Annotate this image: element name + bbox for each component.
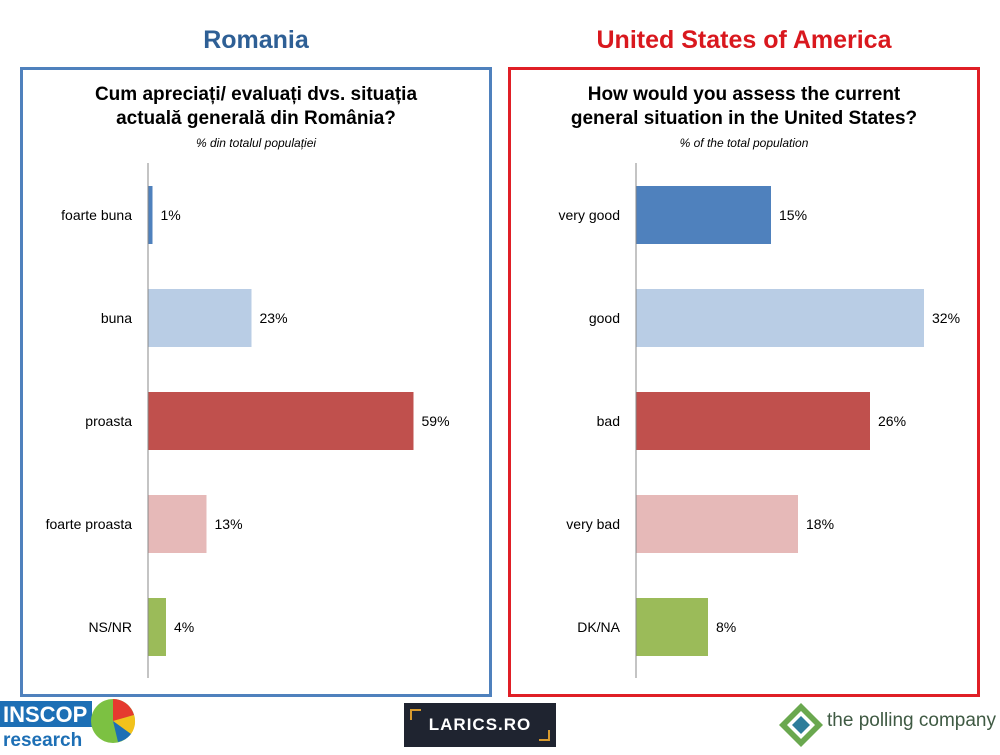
inscop-logo-graphic: INSCOP research — [0, 699, 135, 751]
romania-chart-title-line2: actuală generală din România? — [116, 108, 396, 129]
romania-chart-title: Cum apreciați/ evaluați dvs. situația ac… — [23, 83, 489, 131]
usa-heading: United States of America — [596, 26, 892, 54]
romania-bar — [148, 289, 252, 347]
usa-bar — [636, 495, 798, 553]
romania-bar — [148, 392, 414, 450]
romania-bar-chart: foarte buna 1% buna 23% proasta 59% foarte pro… — [46, 163, 450, 678]
usa-category-label: bad — [597, 413, 620, 429]
usa-value-label: 8% — [716, 619, 736, 635]
usa-bar — [636, 289, 924, 347]
usa-chart-title: How would you assess the current general… — [511, 83, 977, 131]
inscop-research-logo: INSCOP research — [0, 697, 145, 751]
larics-logo: LARICS.RO — [404, 703, 556, 747]
polling-diamond-icon — [779, 703, 823, 747]
romania-chart-panel: Cum apreciați/ evaluați dvs. situația ac… — [20, 67, 492, 697]
romania-chart-subtitle: % din totalul populației — [195, 136, 317, 150]
inscop-logo-text: INSCOP — [3, 702, 87, 727]
romania-chart-title-line1: Cum apreciați/ evaluați dvs. situația — [94, 84, 418, 105]
inscop-logo-subtext: research — [3, 730, 82, 750]
romania-heading: Romania — [203, 26, 309, 54]
usa-value-label: 15% — [779, 207, 807, 223]
usa-category-label: DK/NA — [577, 619, 620, 635]
usa-chart-title-line1: How would you assess the current — [587, 84, 901, 105]
romania-value-label: 1% — [161, 207, 181, 223]
romania-value-label: 4% — [174, 619, 194, 635]
romania-bar — [148, 598, 166, 656]
romania-bar — [148, 495, 207, 553]
usa-bar — [636, 186, 771, 244]
romania-category-label: foarte buna — [61, 207, 132, 223]
usa-value-label: 18% — [806, 516, 834, 532]
usa-chart-subtitle: % of the total population — [679, 136, 809, 150]
usa-value-label: 26% — [878, 413, 906, 429]
romania-category-label: foarte proasta — [46, 516, 133, 532]
usa-chart-panel: How would you assess the current general… — [508, 67, 980, 697]
usa-chart-title-line2: general situation in the United States? — [570, 108, 918, 129]
romania-category-label: buna — [101, 310, 132, 326]
romania-value-label: 23% — [260, 310, 288, 326]
usa-bar — [636, 392, 870, 450]
usa-category-label: very bad — [566, 516, 620, 532]
romania-category-label: proasta — [85, 413, 132, 429]
usa-bar-chart: very good 15% good 32% bad 26% very bad 18% DK/N… — [559, 163, 960, 678]
romania-bar — [148, 186, 153, 244]
polling-company-logo: the polling company — [775, 700, 1000, 750]
usa-category-label: very good — [559, 207, 620, 223]
larics-logo-text: LARICS.RO — [428, 715, 532, 734]
usa-bar — [636, 598, 708, 656]
polling-logo-text: the polling company — [827, 710, 996, 731]
romania-category-label: NS/NR — [88, 619, 132, 635]
usa-category-label: good — [589, 310, 620, 326]
usa-value-label: 32% — [932, 310, 960, 326]
romania-value-label: 59% — [422, 413, 450, 429]
romania-value-label: 13% — [215, 516, 243, 532]
